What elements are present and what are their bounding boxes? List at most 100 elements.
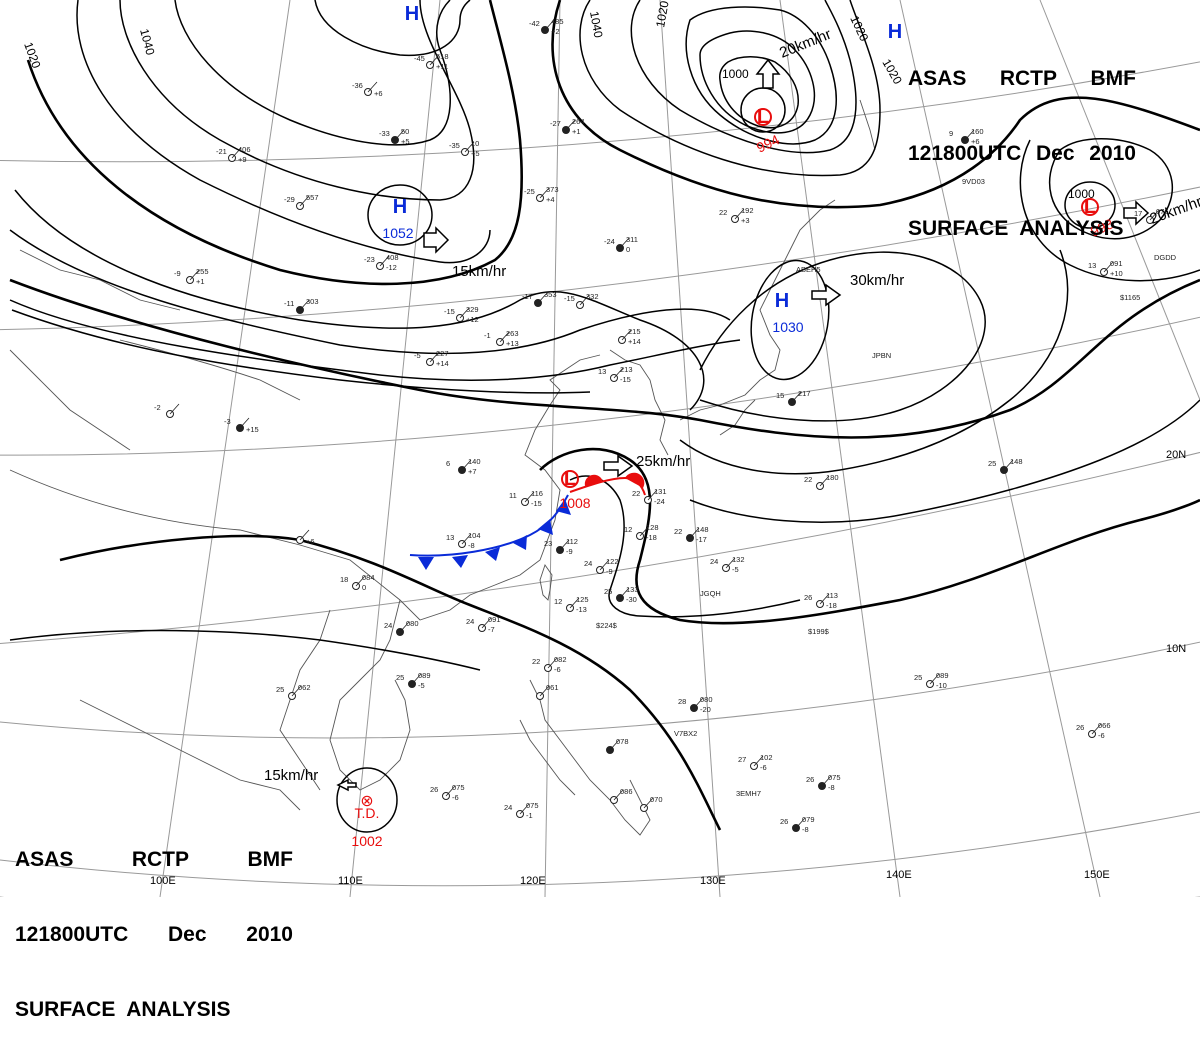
central-pressure-value: 1052 <box>382 225 413 241</box>
header-code: BMF <box>247 848 294 871</box>
station-pressure: 332 <box>586 292 599 301</box>
wind-barb <box>481 617 492 629</box>
station-tendency: +14 <box>436 359 449 368</box>
wind-barb <box>547 657 558 669</box>
station-temperature: -15 <box>564 294 575 303</box>
station-plot: 24 132-5 <box>710 555 745 574</box>
header-time: 121800UTC <box>15 923 129 946</box>
station-pressure: 131 <box>654 487 667 496</box>
station-pressure: 303 <box>306 297 319 306</box>
station-tendency: -6 <box>1098 731 1105 740</box>
station-tendency: +7 <box>468 467 477 476</box>
station-pressure: 353 <box>544 290 557 299</box>
station-temperature: -17 <box>522 292 533 301</box>
station-pressure: 557 <box>306 193 319 202</box>
station-pressure: 485 <box>551 17 564 26</box>
wind-barb <box>795 817 806 829</box>
wind-barb <box>394 129 405 141</box>
high-letter: H <box>775 290 789 312</box>
station-temperature: 24 <box>466 617 474 626</box>
station-pressure: 080 <box>700 695 713 704</box>
station-temperature: -29 <box>284 195 295 204</box>
low-center-marker <box>561 470 579 488</box>
motion-label-low-front: 25km/hr <box>636 453 690 470</box>
station-pressure: 125 <box>576 595 589 604</box>
station-plot: -11 303 <box>284 297 319 314</box>
lon-label: 130E <box>700 875 726 887</box>
station-temperature: -42 <box>529 19 540 28</box>
station-plot: 12 128-18 <box>624 523 659 542</box>
ship-id: V7BX2 <box>674 729 697 738</box>
station-temperature: 22 <box>804 475 812 484</box>
wind-barb <box>411 673 422 685</box>
station-plot: -42 485+2 <box>529 17 564 36</box>
station-temperature: 9 <box>949 129 953 138</box>
station-plot: 25 062 <box>276 683 311 700</box>
station-tendency: -18 <box>826 601 837 610</box>
station-pressure: 084 <box>362 573 375 582</box>
header-title: SURFACE ANALYSIS <box>15 998 231 1021</box>
station-plot: 22 180 <box>804 473 839 490</box>
station-pressure: 070 <box>650 795 663 804</box>
header-month: Dec <box>167 923 207 946</box>
isobar-label: 1000 <box>722 67 749 81</box>
td-label: T.D. <box>355 805 380 821</box>
station-pressure: 255 <box>196 267 209 276</box>
station-tendency: +6 <box>306 537 315 546</box>
station-plot: 22 082-6 <box>532 655 567 674</box>
central-pressure-value: 1030 <box>772 319 803 335</box>
station-plot: 22 192+3 <box>719 206 754 225</box>
station-tendency: -6 <box>554 665 561 674</box>
station-plot: -27 264+1 <box>550 117 585 136</box>
station-temperature: -23 <box>364 255 375 264</box>
station-tendency: -10 <box>936 681 947 690</box>
isobars-bold <box>9 0 1200 831</box>
wind-barb <box>169 403 180 415</box>
station-plot: 9 160+6 <box>949 127 984 146</box>
header-agency: ASAS <box>908 67 967 90</box>
wind-barb <box>1091 723 1102 735</box>
station-pressure: 066 <box>1098 721 1111 730</box>
station-plot: 24 091-7 <box>466 615 501 634</box>
wind-barb <box>429 351 440 363</box>
station-tendency: +1 <box>196 277 205 286</box>
header-time: 121800UTC <box>908 142 1022 165</box>
station-temperature: -36 <box>352 81 363 90</box>
pressure-system-low-front: L 1008 <box>559 468 590 511</box>
station-plot: 25 089-10 <box>914 671 949 690</box>
pressure-system-high-corner: H <box>888 21 902 43</box>
station-temperature: 18 <box>340 575 348 584</box>
station-plot: 11 116-15 <box>509 489 543 508</box>
wind-barb <box>725 557 736 569</box>
station-pressure: 079 <box>802 815 815 824</box>
station-pressure: 104 <box>468 531 481 540</box>
high-letter: H <box>393 196 407 218</box>
station-pressure: 213 <box>620 365 633 374</box>
ship-id: JPBN <box>872 351 891 360</box>
wind-barb <box>461 533 472 545</box>
station-temperature: -2 <box>154 403 161 412</box>
station-plot: -23 408-12 <box>364 253 399 272</box>
station-temperature: -35 <box>449 141 460 150</box>
motion-arrows <box>336 58 1150 792</box>
station-pressure: 133 <box>626 585 639 594</box>
wind-barb <box>544 19 555 31</box>
station-temperature: 26 <box>806 775 814 784</box>
station-plot: -36 +6 <box>352 81 383 98</box>
station-pressure: 148 <box>1010 457 1023 466</box>
station-plot: 26 079-8 <box>780 815 815 834</box>
station-plot: -1 263+13 <box>484 329 519 348</box>
wind-barb <box>539 187 550 199</box>
station-pressure: 518 <box>436 52 449 61</box>
station-pressure: 192 <box>741 206 754 215</box>
isobar-label: 1040 <box>587 10 605 39</box>
header-station: RCTP <box>131 848 190 871</box>
isobar-label: 1020 <box>653 0 671 29</box>
station-temperature: 27 <box>738 755 746 764</box>
ship-ids: ABEH5 JPBN JGQH V7BX2 3EMH7 9VD03 $224$ … <box>596 177 1177 798</box>
station-tendency: +6 <box>971 137 980 146</box>
wind-barb <box>559 539 570 551</box>
station-temperature: 26 <box>780 817 788 826</box>
